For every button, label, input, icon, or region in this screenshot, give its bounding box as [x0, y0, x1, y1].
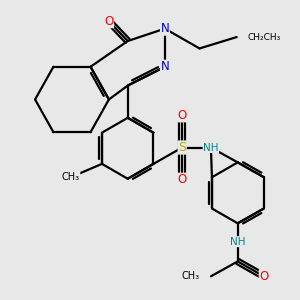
Text: NH: NH: [230, 237, 245, 247]
Text: CH₂CH₃: CH₂CH₃: [248, 33, 281, 42]
Text: O: O: [178, 109, 187, 122]
Text: CH₃: CH₃: [62, 172, 80, 182]
Text: O: O: [259, 270, 268, 283]
Text: S: S: [178, 141, 186, 154]
Text: O: O: [104, 15, 113, 28]
Text: O: O: [178, 173, 187, 186]
Text: N: N: [160, 60, 169, 73]
Text: CH₃: CH₃: [182, 271, 200, 281]
Text: N: N: [160, 22, 169, 35]
Text: NH: NH: [203, 142, 219, 152]
